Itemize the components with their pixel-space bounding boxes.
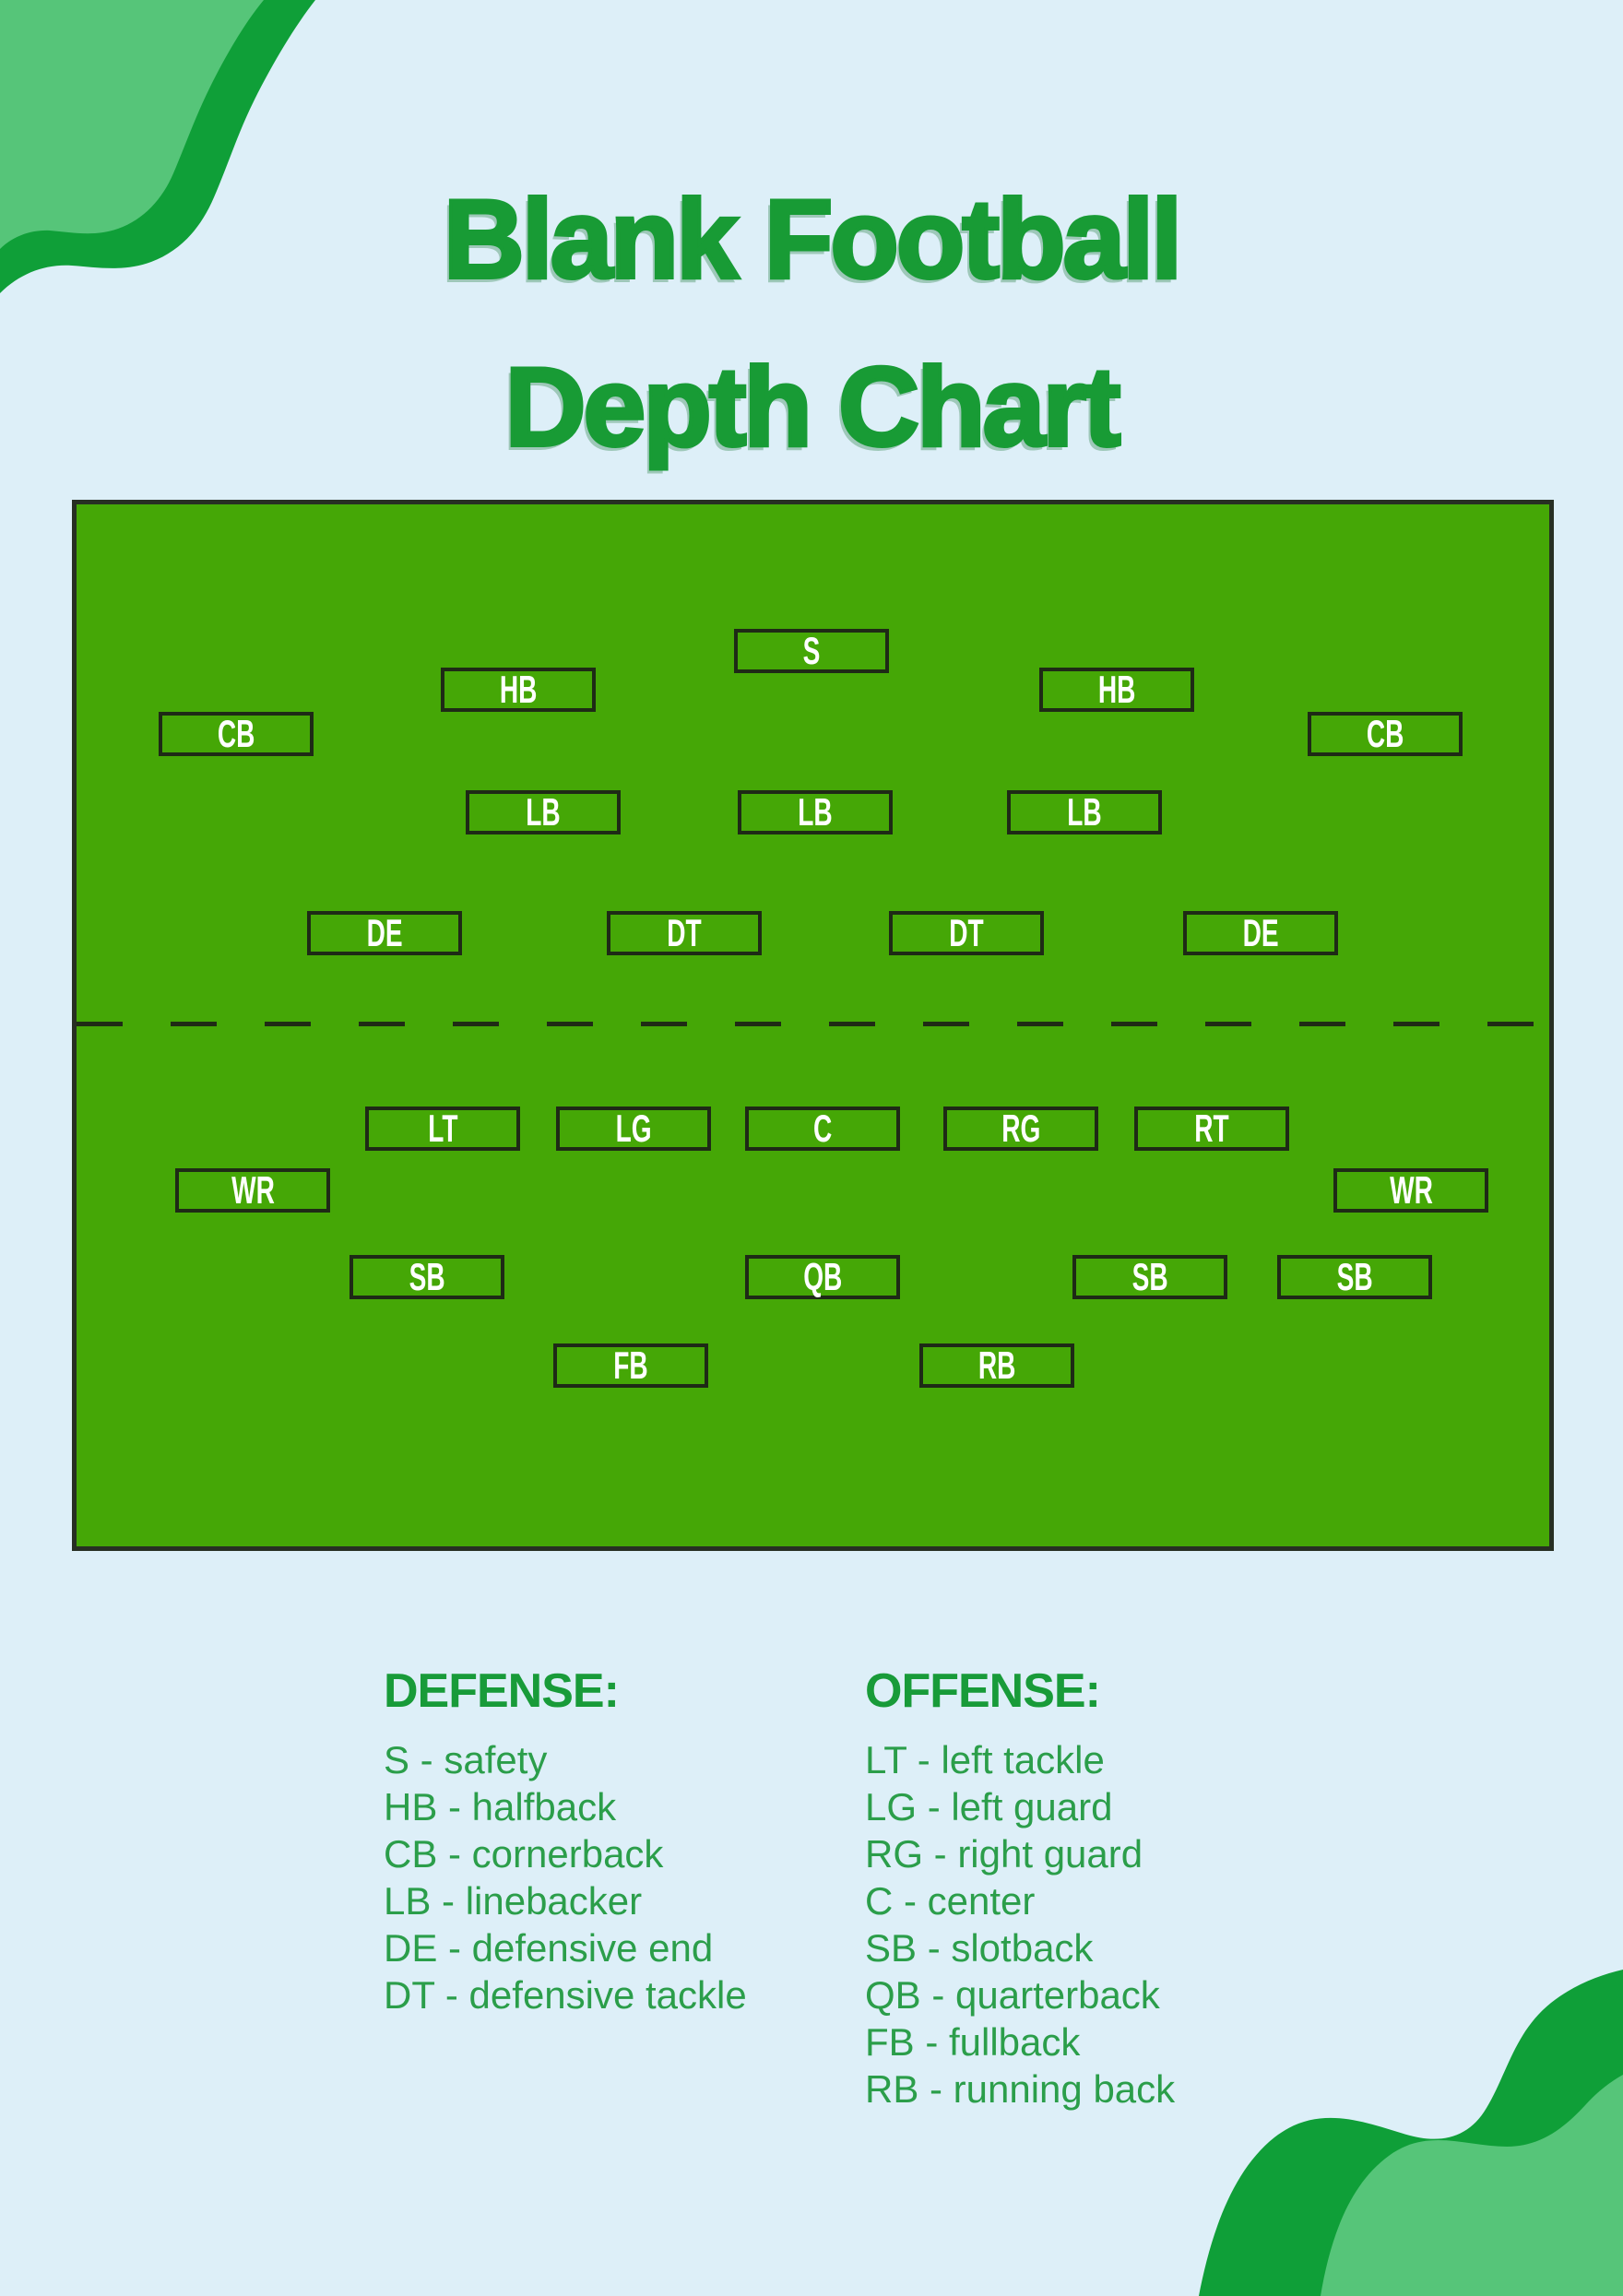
position-box-cb-right: CB xyxy=(1308,712,1463,756)
position-box-de-left: DE xyxy=(307,911,462,955)
position-label: CB xyxy=(1366,712,1404,756)
legend-item: C - center xyxy=(865,1879,1036,1923)
position-box-s: S xyxy=(734,629,889,673)
position-box-c: C xyxy=(745,1107,900,1151)
position-label: QB xyxy=(802,1255,843,1299)
position-box-hb-right: HB xyxy=(1039,668,1194,712)
title-line-1: Blank Football xyxy=(442,174,1184,303)
position-box-lb-middle: LB xyxy=(738,790,893,834)
position-box-de-right: DE xyxy=(1183,911,1338,955)
position-label: SB xyxy=(409,1255,445,1299)
position-box-hb-left: HB xyxy=(441,668,596,712)
position-box-sb-middle: SB xyxy=(1072,1255,1227,1299)
position-label: S xyxy=(802,629,821,673)
legend-item: DE - defensive end xyxy=(384,1926,714,1970)
position-label: DT xyxy=(949,911,984,955)
position-box-fb: FB xyxy=(553,1343,708,1388)
position-label: SB xyxy=(1336,1255,1373,1299)
position-label: LB xyxy=(526,790,561,834)
blob-light-fill xyxy=(1321,2075,1623,2296)
legend-item: QB - quarterback xyxy=(865,1973,1160,2017)
position-label: FB xyxy=(613,1343,648,1388)
position-box-dt-left: DT xyxy=(607,911,762,955)
position-box-cb-left: CB xyxy=(159,712,314,756)
bottom-right-blob-decoration xyxy=(1199,1970,1623,2296)
position-label: C xyxy=(812,1107,833,1151)
legend-item: RB - running back xyxy=(865,2067,1176,2111)
position-label: WR xyxy=(1389,1168,1433,1213)
position-label: RB xyxy=(977,1343,1016,1388)
position-box-qb: QB xyxy=(745,1255,900,1299)
defense-legend-list: S - safety HB - halfback CB - cornerback LB… xyxy=(384,1736,747,2018)
position-label: LB xyxy=(798,790,833,834)
position-label: DT xyxy=(667,911,702,955)
position-box-lg: LG xyxy=(556,1107,711,1151)
defense-heading: DEFENSE: xyxy=(384,1664,620,1718)
position-label: WR xyxy=(231,1168,275,1213)
position-label: SB xyxy=(1131,1255,1168,1299)
football-field: S HB HB CB CB LB LB LB DE DT DT DE LT LG C RG RT WR WR SB QB… xyxy=(72,500,1554,1551)
line-of-scrimmage-dashed-line xyxy=(77,1022,1549,1026)
position-box-lb-left: LB xyxy=(466,790,621,834)
legend-defense-column: DEFENSE: S - safety HB - halfback CB - cor… xyxy=(384,1665,747,2018)
position-box-sb-right: SB xyxy=(1277,1255,1432,1299)
offense-heading: OFFENSE: xyxy=(865,1664,1101,1718)
legend-item: SB - slotback xyxy=(865,1926,1094,1970)
legend-offense-column: OFFENSE: LT - left tackle LG - left guard… xyxy=(865,1665,1175,2113)
legend-item: HB - halfback xyxy=(384,1785,617,1829)
offense-legend-list: LT - left tackle LG - left guard RG - righ… xyxy=(865,1736,1175,2113)
position-label: LT xyxy=(427,1107,458,1151)
position-label: HB xyxy=(499,668,538,712)
title-line-2: Depth Chart xyxy=(503,342,1122,471)
legend-item: RG - right guard xyxy=(865,1832,1143,1876)
position-label: RG xyxy=(1001,1107,1041,1151)
top-left-blob-decoration xyxy=(0,0,315,293)
position-box-dt-right: DT xyxy=(889,911,1044,955)
legend-item: LT - left tackle xyxy=(865,1738,1105,1781)
position-label: LG xyxy=(615,1107,652,1151)
position-label: DE xyxy=(1242,911,1279,955)
legend-item: DT - defensive tackle xyxy=(384,1973,747,2017)
position-label: LB xyxy=(1067,790,1102,834)
page-title: Blank Football Depth Chart xyxy=(0,155,1623,491)
legend-item: LB - linebacker xyxy=(384,1879,643,1923)
blob-light-fill xyxy=(0,0,264,249)
position-label: HB xyxy=(1097,668,1136,712)
position-box-rb: RB xyxy=(919,1343,1074,1388)
position-box-wr-left: WR xyxy=(175,1168,330,1213)
position-label: RT xyxy=(1194,1107,1229,1151)
position-label: DE xyxy=(366,911,403,955)
position-box-lt: LT xyxy=(365,1107,520,1151)
position-label: CB xyxy=(217,712,255,756)
legend-item: LG - left guard xyxy=(865,1785,1113,1829)
legend-item: S - safety xyxy=(384,1738,548,1781)
legend-item: CB - cornerback xyxy=(384,1832,664,1876)
position-box-rg: RG xyxy=(943,1107,1098,1151)
legend-item: FB - fullback xyxy=(865,2020,1081,2064)
position-box-lb-right: LB xyxy=(1007,790,1162,834)
position-box-rt: RT xyxy=(1134,1107,1289,1151)
position-box-sb-left: SB xyxy=(349,1255,504,1299)
position-box-wr-right: WR xyxy=(1333,1168,1488,1213)
